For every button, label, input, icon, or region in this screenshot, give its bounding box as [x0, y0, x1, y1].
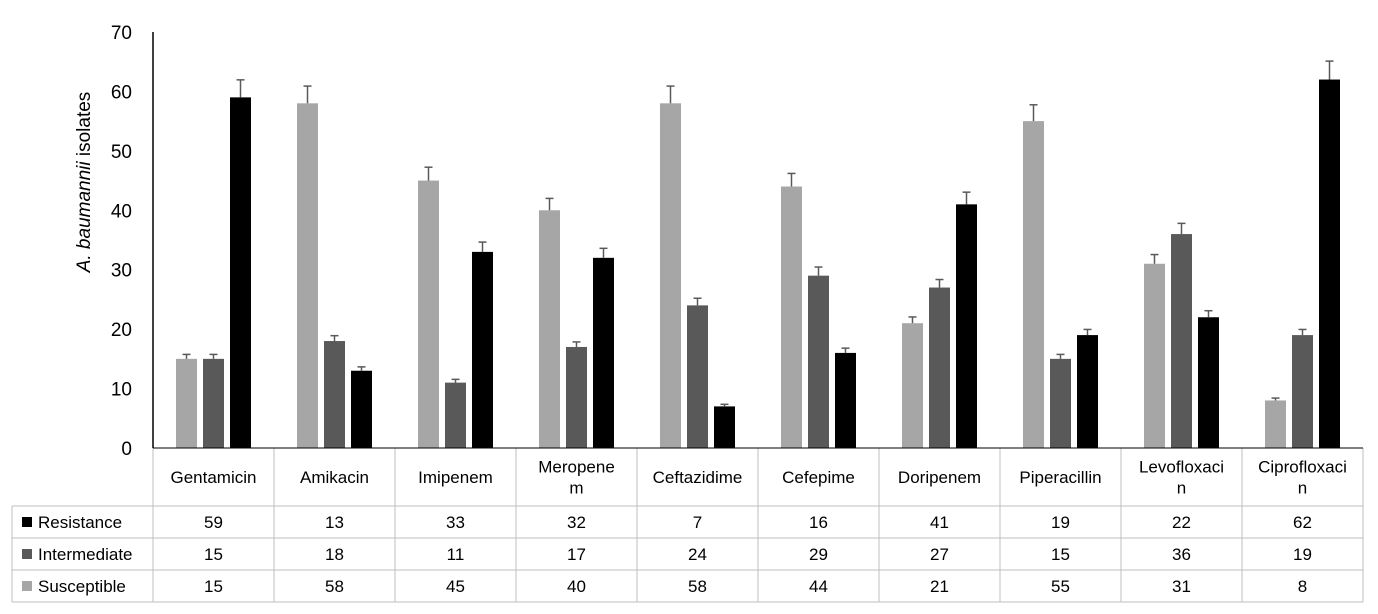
- bar-intermediate: [566, 346, 587, 448]
- data-label-intermediate: 19: [1293, 545, 1312, 564]
- bar-intermediate: [808, 275, 829, 448]
- x-tick-label: Amikacin: [300, 468, 369, 487]
- data-label-susceptible: 58: [325, 577, 344, 596]
- data-label-susceptible: 55: [1051, 577, 1070, 596]
- data-label-intermediate: 27: [930, 545, 949, 564]
- bar-susceptible: [418, 180, 439, 449]
- data-label-susceptible: 58: [688, 577, 707, 596]
- y-axis: 0 10 20 30 40 50 60 70: [111, 23, 154, 460]
- x-tick-label: Ciprofloxaci: [1258, 458, 1347, 477]
- bar-resistance: [714, 406, 735, 448]
- data-label-intermediate: 17: [567, 545, 586, 564]
- data-label-intermediate: 24: [688, 545, 707, 564]
- data-label-resistance: 22: [1172, 513, 1191, 532]
- bar-susceptible: [1265, 400, 1286, 448]
- x-tick-label: n: [1298, 479, 1307, 498]
- y-axis-label-italic: A. baumannii: [74, 161, 95, 274]
- bar-resistance: [230, 97, 251, 448]
- bar-intermediate: [929, 287, 950, 448]
- bar-intermediate: [1292, 335, 1313, 448]
- x-tick-label: Doripenem: [898, 468, 981, 487]
- x-tick-label: Cefepime: [782, 468, 855, 487]
- y-tick-label: 20: [111, 320, 132, 341]
- bar-intermediate: [203, 358, 224, 448]
- bar-resistance: [472, 251, 493, 448]
- data-label-resistance: 32: [567, 513, 586, 532]
- bars: [176, 60, 1340, 449]
- bar-intermediate: [445, 382, 466, 448]
- legend-key-resistance: [22, 517, 32, 527]
- data-label-intermediate: 29: [809, 545, 828, 564]
- legend-key-intermediate: [22, 549, 32, 559]
- bar-resistance: [835, 352, 856, 448]
- data-label-susceptible: 40: [567, 577, 586, 596]
- bar-susceptible: [902, 323, 923, 448]
- x-tick-label: Levofloxaci: [1139, 458, 1224, 477]
- bar-resistance: [1077, 335, 1098, 448]
- x-tick-label: Meropene: [538, 458, 615, 477]
- bar-resistance: [1198, 317, 1219, 448]
- data-label-resistance: 59: [204, 513, 223, 532]
- legend-label-resistance: Resistance: [38, 513, 122, 532]
- y-tick-label: 30: [111, 261, 132, 282]
- bar-resistance: [593, 257, 614, 448]
- bar-intermediate: [687, 305, 708, 448]
- bar-susceptible: [1023, 121, 1044, 449]
- y-axis-label-rest: isolates: [74, 92, 95, 162]
- data-label-susceptible: 45: [446, 577, 465, 596]
- data-label-resistance: 33: [446, 513, 465, 532]
- bar-susceptible: [297, 103, 318, 449]
- bar-resistance: [1319, 79, 1340, 449]
- bar-susceptible: [176, 358, 197, 448]
- data-label-resistance: 7: [693, 513, 702, 532]
- data-label-intermediate: 15: [1051, 545, 1070, 564]
- bar-intermediate: [1171, 234, 1192, 448]
- x-tick-label: n: [1177, 479, 1186, 498]
- data-label-resistance: 16: [809, 513, 828, 532]
- data-label-resistance: 41: [930, 513, 949, 532]
- data-label-susceptible: 21: [930, 577, 949, 596]
- data-label-susceptible: 8: [1298, 577, 1307, 596]
- y-tick-label: 0: [121, 439, 132, 460]
- bar-susceptible: [1144, 263, 1165, 448]
- x-tick-label: m: [569, 479, 583, 498]
- bar-susceptible: [539, 210, 560, 448]
- data-label-intermediate: 15: [204, 545, 223, 564]
- bar-intermediate: [324, 341, 345, 448]
- data-label-intermediate: 18: [325, 545, 344, 564]
- y-tick-label: 10: [111, 380, 132, 401]
- x-tick-label: Ceftazidime: [653, 468, 743, 487]
- data-label-susceptible: 15: [204, 577, 223, 596]
- data-label-intermediate: 36: [1172, 545, 1191, 564]
- data-label-susceptible: 31: [1172, 577, 1191, 596]
- bar-intermediate: [1050, 358, 1071, 448]
- x-tick-label: Gentamicin: [171, 468, 257, 487]
- data-label-susceptible: 44: [809, 577, 828, 596]
- legend-key-susceptible: [22, 581, 32, 591]
- y-tick-label: 40: [111, 201, 132, 222]
- legend-label-intermediate: Intermediate: [38, 545, 133, 564]
- legend-label-susceptible: Susceptible: [38, 577, 126, 596]
- x-tick-label: Imipenem: [418, 468, 493, 487]
- y-tick-label: 60: [111, 82, 132, 103]
- bar-resistance: [956, 204, 977, 448]
- x-tick-label: Piperacillin: [1019, 468, 1101, 487]
- y-axis-label: A. baumannii isolates: [74, 92, 95, 274]
- y-tick-label: 50: [111, 142, 132, 163]
- bar-susceptible: [781, 186, 802, 448]
- bar-resistance: [351, 370, 372, 448]
- data-table: Gentamicin Amikacin Imipenem Meropene m Cefta…: [11, 447, 1364, 603]
- data-label-resistance: 19: [1051, 513, 1070, 532]
- bar-susceptible: [660, 103, 681, 449]
- data-label-resistance: 13: [325, 513, 344, 532]
- data-label-resistance: 62: [1293, 513, 1312, 532]
- data-label-intermediate: 11: [447, 545, 465, 564]
- y-tick-label: 70: [111, 23, 132, 44]
